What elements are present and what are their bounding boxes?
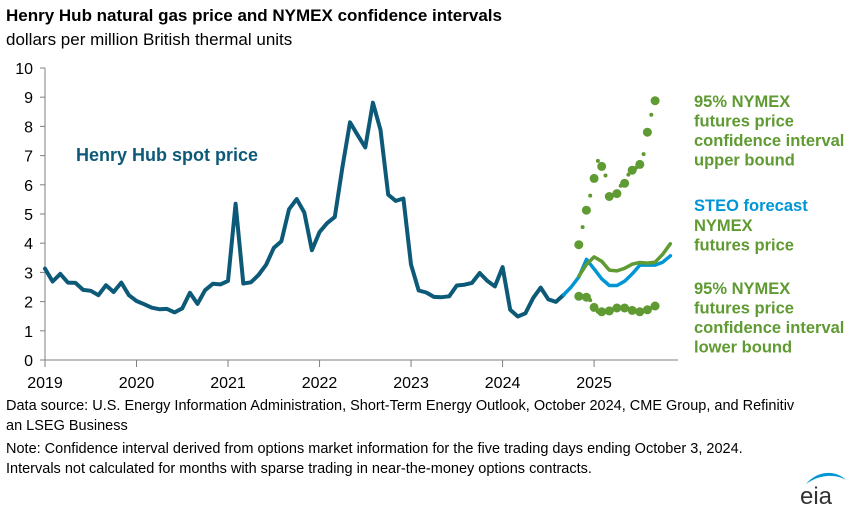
95-nymex-futures-price-confidence-interval-upper-bound-point	[641, 152, 646, 157]
x-tick-label: 2020	[119, 375, 155, 392]
x-tick-label: 2022	[302, 375, 338, 392]
y-tick-label: 8	[24, 119, 33, 136]
95-nymex-futures-price-confidence-interval-upper-bound-point	[649, 112, 654, 117]
95-nymex-futures-price-confidence-interval-upper-bound-point	[635, 159, 645, 169]
95-nymex-futures-price-confidence-interval-lower-bound-point	[627, 305, 637, 315]
interval-note: Note: Confidence interval derived from o…	[6, 441, 743, 477]
95-nymex-futures-price-confidence-interval-lower-bound-point	[612, 303, 622, 313]
axes: 0 1 2 3 4 5 6 7 8 9 10 2019 2020 2021 2022 2023 2024 2025	[15, 61, 678, 392]
nymex-futures-price-line	[577, 242, 673, 278]
95-nymex-futures-price-confidence-interval-upper-bound-point	[588, 193, 593, 198]
95-nymex-futures-price-confidence-interval-upper-bound-point	[597, 161, 607, 171]
95-nymex-futures-price-confidence-interval-upper-bound-point	[595, 158, 600, 163]
label-upper-bound: 95% NYMEX futures price confidence interva…	[694, 93, 844, 170]
label-steo-forecast: STEO forecast	[694, 197, 808, 215]
chart-title: Henry Hub natural gas price and NYMEX co…	[6, 6, 502, 25]
95-nymex-futures-price-confidence-interval-lower-bound-point	[574, 291, 584, 301]
95-nymex-futures-price-confidence-interval-upper-bound-point	[581, 205, 591, 215]
eia-logo: eia	[800, 472, 846, 508]
chart-subtitle: dollars per million British thermal unit…	[6, 30, 293, 49]
95-nymex-futures-price-confidence-interval-upper-bound-point	[650, 96, 660, 106]
95-nymex-futures-price-confidence-interval-upper-bound-point	[574, 240, 584, 250]
y-tick-label: 9	[24, 90, 33, 107]
y-tick-label: 7	[24, 149, 33, 166]
95-nymex-futures-price-confidence-interval-lower-bound-point	[588, 298, 593, 303]
95-nymex-futures-price-confidence-interval-upper-bound-point	[620, 178, 630, 188]
y-tick-label: 4	[24, 236, 33, 253]
y-tick-label: 2	[24, 295, 33, 312]
logo-text: eia	[800, 483, 833, 508]
95-nymex-futures-price-confidence-interval-upper-bound-point	[642, 127, 652, 137]
y-tick-label: 5	[24, 207, 33, 224]
95-nymex-futures-price-confidence-interval-lower-bound-point	[620, 303, 630, 313]
x-tick-label: 2024	[485, 375, 521, 392]
plot-area	[43, 96, 673, 319]
logo-swoosh-icon	[806, 472, 846, 484]
95-nymex-futures-price-confidence-interval-lower-bound-point	[589, 302, 599, 312]
series-labels: Henry Hub spot price 95% NYMEX futures pri…	[76, 93, 844, 357]
source-note: Data source: U.S. Energy Information Adm…	[6, 398, 795, 434]
label-nymex-futures: NYMEX futures price	[694, 217, 794, 255]
y-tick-label: 1	[24, 324, 33, 341]
95-nymex-futures-price-confidence-interval-upper-bound-point	[612, 189, 622, 199]
x-tick-label: 2019	[27, 375, 63, 392]
y-tick-label: 0	[24, 353, 33, 370]
y-tick-label: 10	[15, 61, 33, 78]
y-tick-label: 3	[24, 265, 33, 282]
95-nymex-futures-price-confidence-interval-upper-bound-point	[589, 173, 599, 183]
label-lower-bound: 95% NYMEX futures price confidence interva…	[694, 280, 844, 357]
henry-hub-spot-price-line	[43, 100, 566, 319]
chart-svg: 0 1 2 3 4 5 6 7 8 9 10 2019 2020 2021 2022 2023 2024 2025…	[15, 61, 844, 392]
y-tick-label: 6	[24, 178, 33, 195]
95-nymex-futures-price-confidence-interval-lower-bound-point	[597, 307, 607, 317]
x-tick-label: 2025	[576, 375, 612, 392]
label-henry-hub-spot: Henry Hub spot price	[76, 145, 258, 165]
x-tick-label: 2021	[210, 375, 246, 392]
95-nymex-futures-price-confidence-interval-upper-bound-point	[603, 173, 608, 178]
95-nymex-futures-price-confidence-interval-upper-bound-point	[580, 225, 585, 230]
x-tick-label: 2023	[393, 375, 429, 392]
95-nymex-futures-price-confidence-interval-lower-bound-point	[650, 301, 660, 311]
